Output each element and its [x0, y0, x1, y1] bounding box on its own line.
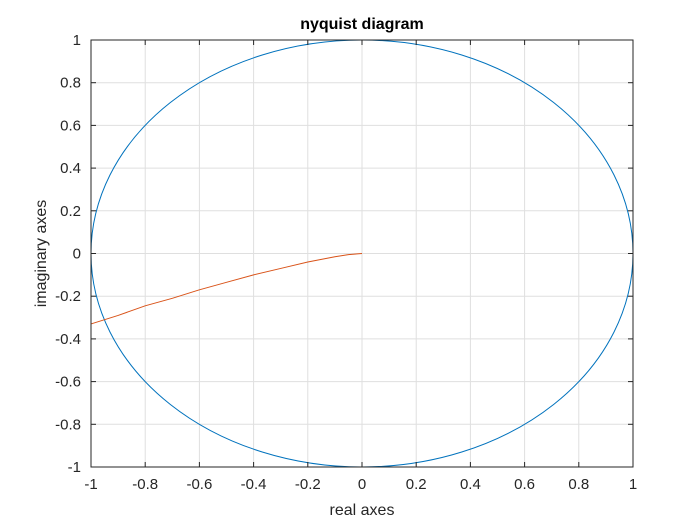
x-tick-label: 0.6 — [514, 476, 535, 493]
x-tick-label: -0.2 — [295, 476, 321, 493]
y-tick-label: -0.8 — [55, 416, 81, 433]
x-tick-label: 0.4 — [460, 476, 481, 493]
x-tick-label: 0.8 — [568, 476, 589, 493]
y-tick-label: 0 — [73, 246, 81, 263]
y-axis-label: imaginary axes — [33, 200, 50, 308]
y-tick-label: 0.8 — [60, 75, 81, 92]
y-tick-label: -0.4 — [55, 331, 81, 348]
y-tick-label: -0.6 — [55, 374, 81, 391]
y-tick-label: -1 — [68, 459, 81, 476]
x-tick-label: 1 — [629, 476, 637, 493]
x-tick-label: 0.2 — [406, 476, 427, 493]
x-tick-label: -0.6 — [186, 476, 212, 493]
tick-labels: -1 -0.8 -0.6 -0.4 -0.2 0 0.2 0.4 0.6 0.8 1 -1 -0.8 -0… — [55, 32, 637, 493]
x-tick-label: -0.8 — [132, 476, 158, 493]
chart-title: nyquist diagram — [300, 16, 424, 33]
ticks — [90, 39, 634, 468]
x-axis-label: real axes — [330, 502, 395, 519]
nyquist-curve-line — [90, 253, 363, 325]
y-tick-label: 0.6 — [60, 117, 81, 134]
y-tick-label: -0.2 — [55, 288, 81, 305]
x-tick-label: 0 — [358, 476, 366, 493]
y-tick-label: 0.2 — [60, 203, 81, 220]
y-tick-label: 1 — [73, 32, 81, 49]
y-tick-label: 0.4 — [60, 160, 81, 177]
x-tick-label: -1 — [84, 476, 97, 493]
x-tick-label: -0.4 — [241, 476, 267, 493]
